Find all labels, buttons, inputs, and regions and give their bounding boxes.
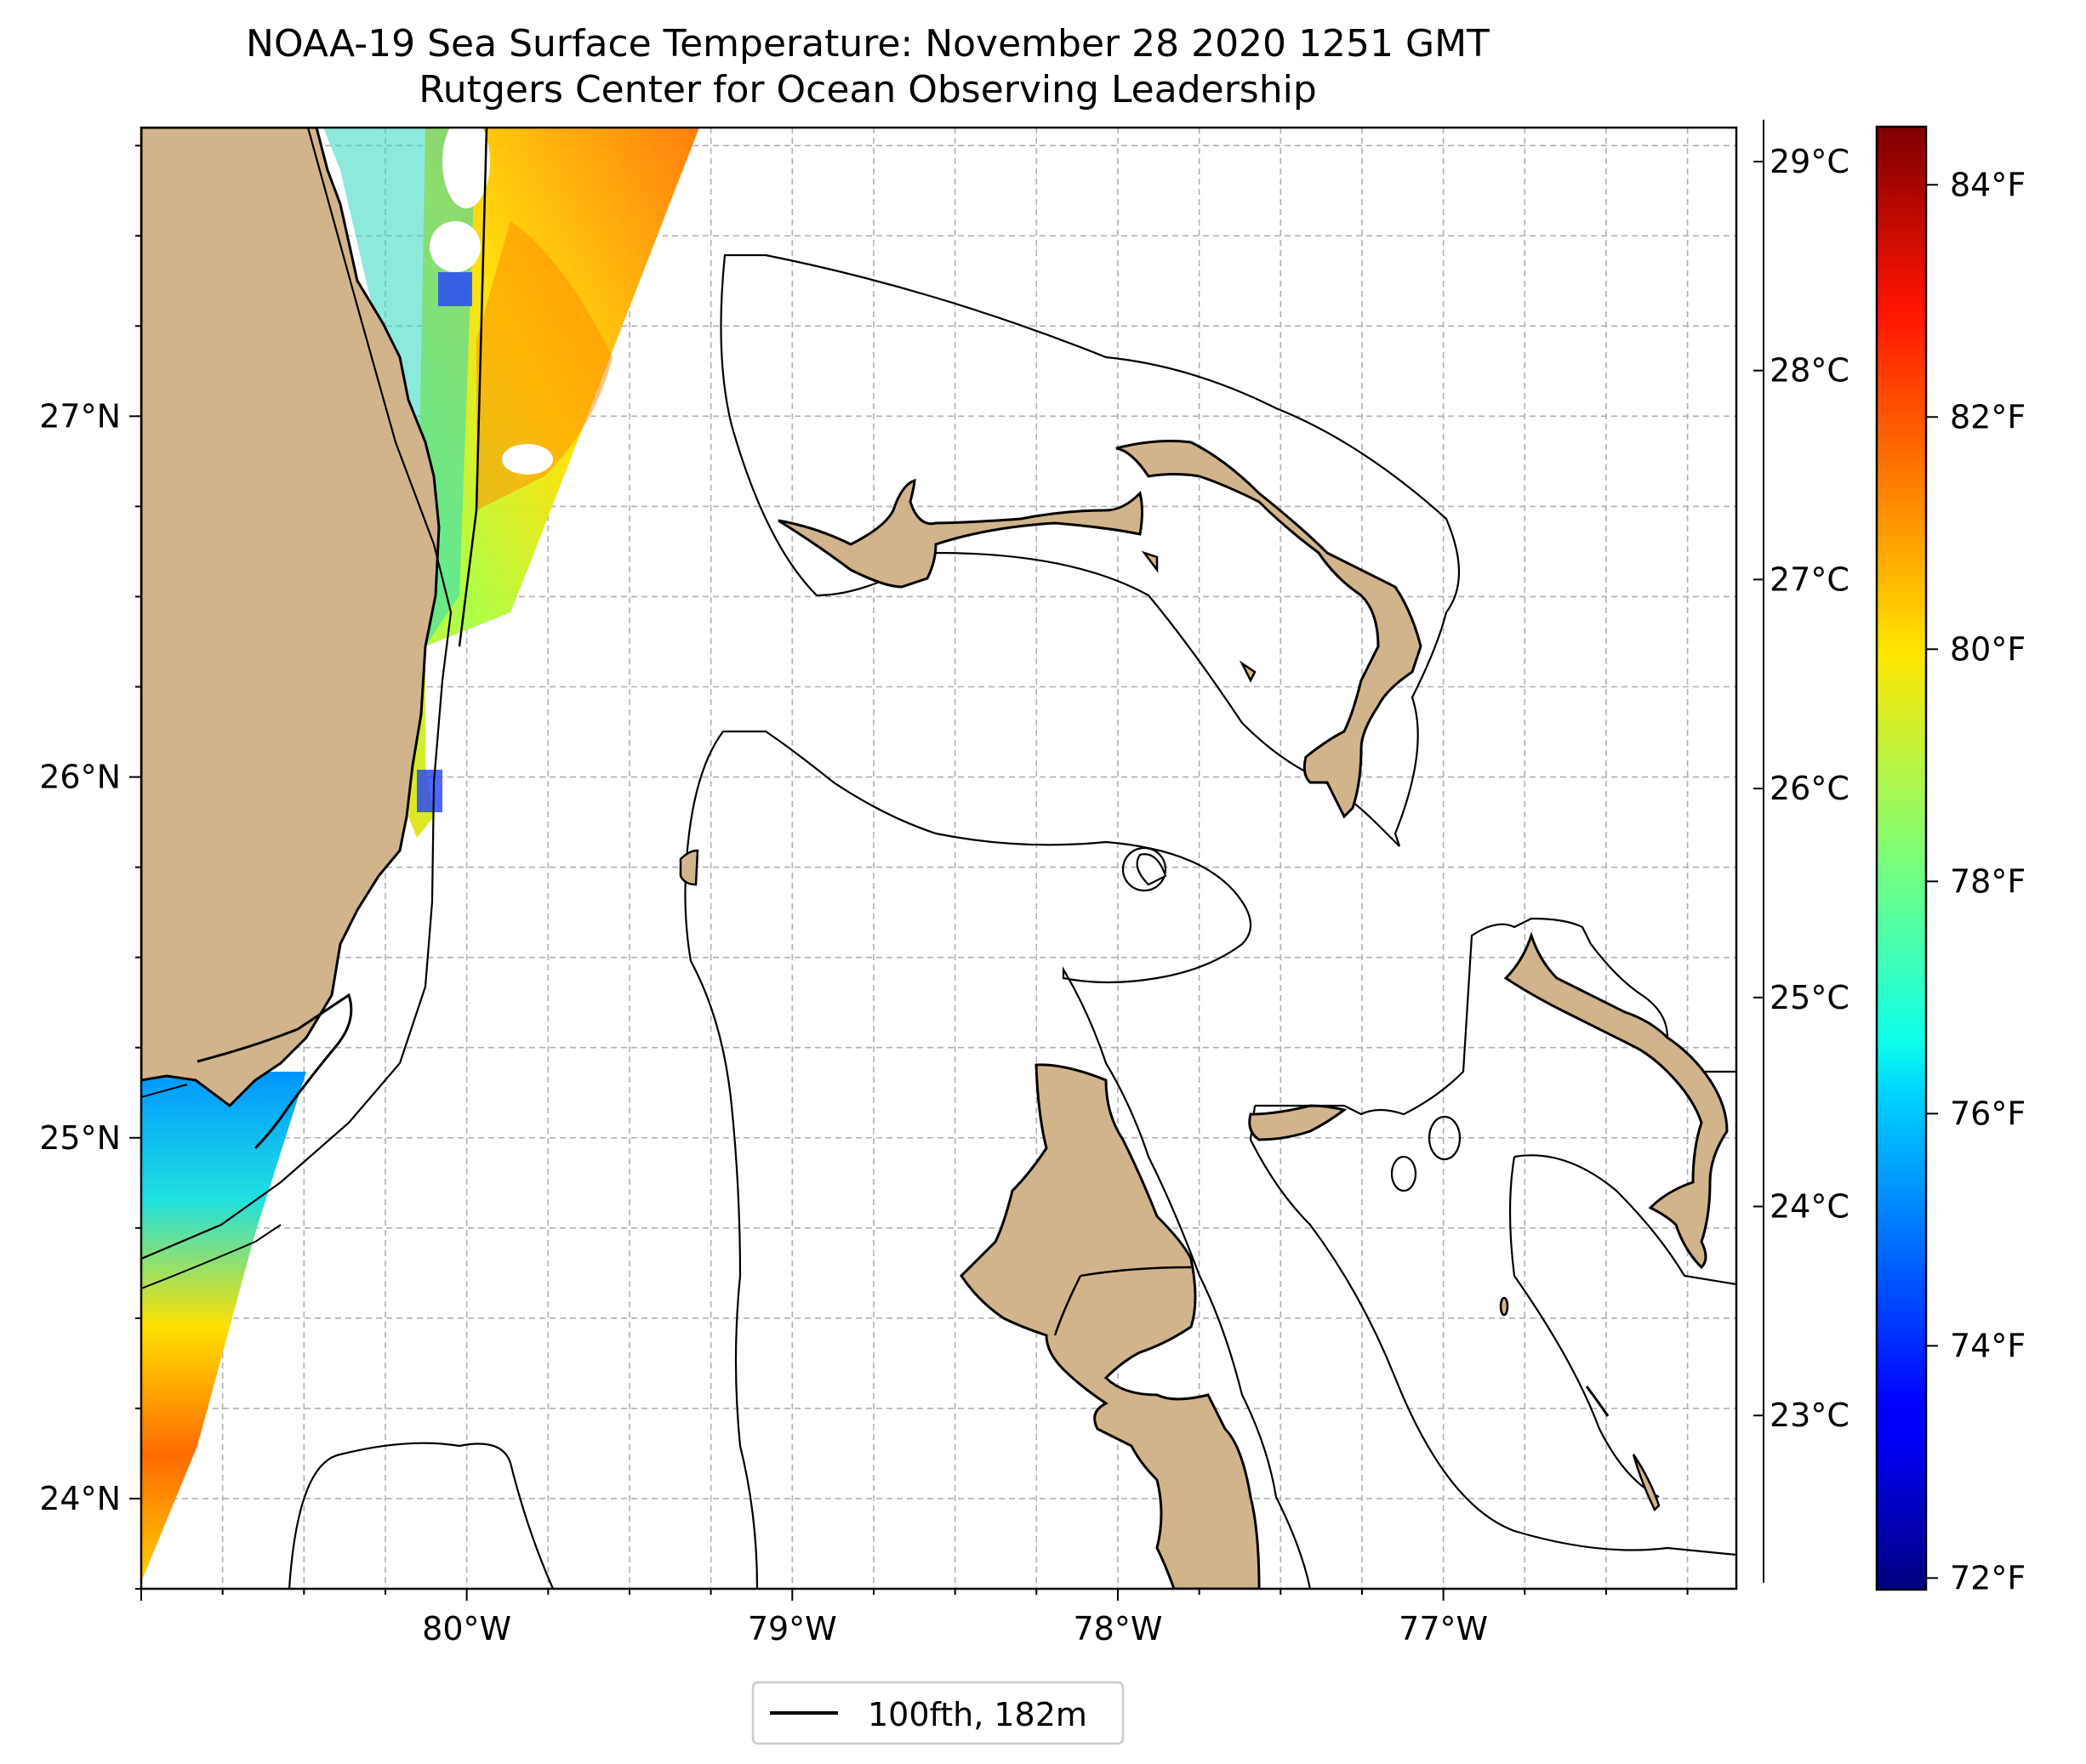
celsius-axis: 23°C 24°C 25°C 26°C 27°C 28°C 29°C <box>1753 119 1849 1583</box>
isobath-little-bahama <box>720 253 1460 847</box>
legend-box <box>751 1681 1125 1745</box>
lat-tick-label: 25°N <box>39 1119 121 1157</box>
celsius-tick-label: 29°C <box>1770 143 1849 180</box>
lat-tick-label: 26°N <box>39 759 121 796</box>
celsius-tick-label: 27°C <box>1770 560 1849 598</box>
isobath-great-bahama-west <box>723 730 1312 1589</box>
colorbar <box>1875 125 1928 1591</box>
lat-tick-label: 24°N <box>39 1480 121 1517</box>
legend-label: 100fth, 182m <box>868 1696 1087 1733</box>
fahrenheit-tick-label: 78°F <box>1950 862 2026 900</box>
celsius-tick-label: 28°C <box>1770 352 1849 390</box>
fahrenheit-tick-label: 76°F <box>1950 1095 2026 1132</box>
fahrenheit-tick-label: 84°F <box>1950 166 2026 203</box>
abaco-land <box>1115 440 1422 819</box>
map-content <box>141 128 1736 1589</box>
gridlines <box>141 128 1736 1589</box>
map-frame <box>140 126 1738 1590</box>
fahrenheit-axis: 72°F 74°F 76°F 78°F 80°F 82°F 84°F <box>1926 166 2026 1596</box>
celsius-tick-label: 25°C <box>1770 979 1849 1016</box>
fahrenheit-tick-label: 72°F <box>1950 1559 2026 1596</box>
eleuthera-land <box>1503 931 1729 1270</box>
berry-islands-land <box>1248 1104 1348 1141</box>
map-title: NOAA-19 Sea Surface Temperature: Novembe… <box>246 22 1490 65</box>
celsius-tick-label: 24°C <box>1770 1188 1849 1226</box>
lat-tick-label: 27°N <box>39 397 121 435</box>
fahrenheit-tick-label: 82°F <box>1950 398 2026 435</box>
grand-bahama-land <box>778 478 1143 589</box>
legend: 100fth, 182m <box>751 1681 1125 1745</box>
fahrenheit-tick-label: 74°F <box>1950 1327 2026 1364</box>
lon-tick-label: 80°W <box>422 1610 511 1647</box>
map-subtitle: Rutgers Center for Ocean Observing Leade… <box>419 68 1317 111</box>
celsius-tick-label: 26°C <box>1770 770 1849 807</box>
lon-tick-label: 79°W <box>748 1610 837 1647</box>
map-axes: 80°W 79°W 78°W 77°W 24°N 25°N 26°N 27°N <box>39 145 1689 1647</box>
florida-land <box>141 128 441 1107</box>
celsius-tick-label: 23°C <box>1770 1397 1849 1434</box>
lon-tick-label: 77°W <box>1399 1610 1488 1647</box>
lon-tick-label: 78°W <box>1073 1610 1162 1647</box>
isobath-florida <box>141 128 453 1260</box>
fahrenheit-tick-label: 80°F <box>1950 630 2026 668</box>
isobath-tongue-of-ocean <box>1254 917 1736 1116</box>
